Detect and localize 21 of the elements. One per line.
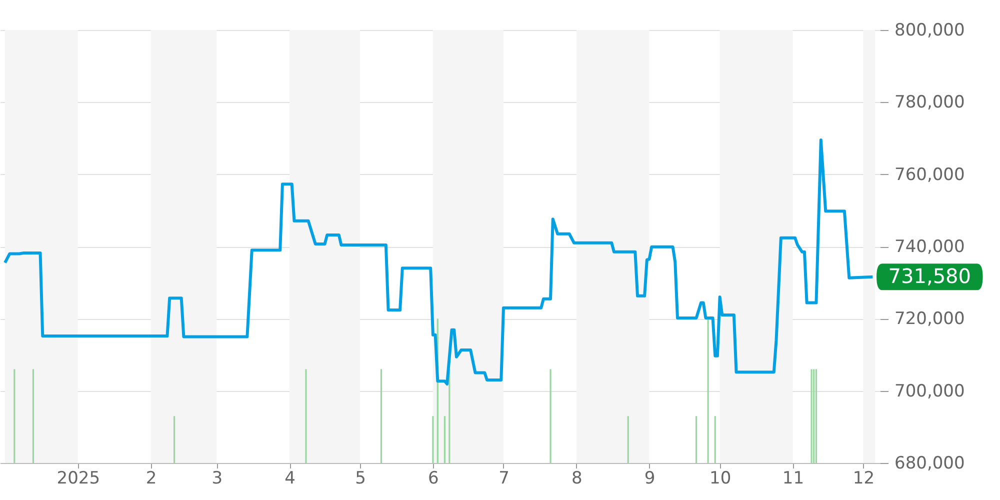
x-tick-label: 3 — [212, 468, 223, 488]
y-tick-label: 800,000 — [894, 20, 965, 40]
x-tick-label: 2025 — [56, 468, 100, 488]
x-tick-label: 9 — [644, 468, 656, 488]
annotation: 731,580 — [888, 264, 972, 288]
x-tick-label: 12 — [852, 468, 875, 488]
y-tick-label: 720,000 — [894, 309, 965, 330]
y-tick-label: 740,000 — [894, 237, 965, 257]
x-tick-label: 5 — [355, 468, 366, 488]
x-tick-label: 10 — [709, 468, 732, 488]
x-tick-label: 6 — [428, 468, 439, 488]
x-tick-label: 8 — [571, 468, 582, 488]
x-tick-label: 4 — [284, 468, 296, 488]
y-tick-label: 680,000 — [894, 454, 965, 474]
line-series — [4, 138, 874, 386]
y-tick-label: 700,000 — [894, 381, 965, 402]
x-tick-label: 11 — [782, 468, 804, 488]
y-tick-label: 780,000 — [894, 92, 965, 113]
y-tick-label: 760,000 — [894, 164, 965, 185]
x-tick-label: 7 — [498, 468, 510, 488]
x-tick-label: 2 — [146, 468, 157, 488]
